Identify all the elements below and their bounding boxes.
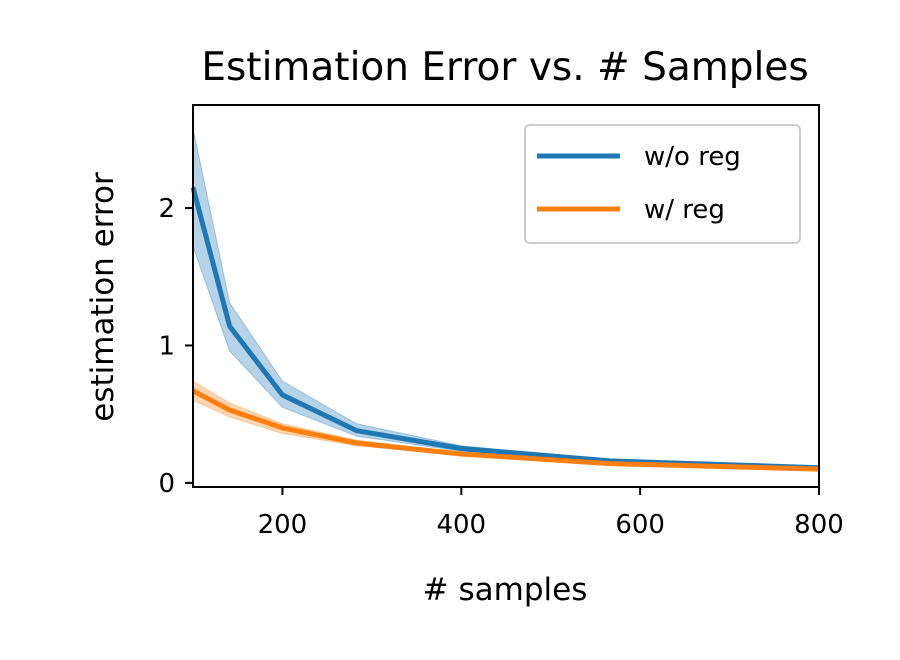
y-axis-label: estimation error bbox=[85, 172, 121, 422]
x-tick-label: 400 bbox=[436, 510, 486, 540]
x-tick-label: 600 bbox=[615, 510, 665, 540]
chart-title: Estimation Error vs. # Samples bbox=[201, 45, 808, 90]
y-tick-label: 2 bbox=[158, 194, 175, 224]
legend-label: w/ reg bbox=[644, 195, 725, 225]
x-axis-ticks: 200 400 600 800 bbox=[258, 487, 844, 540]
x-tick-label: 800 bbox=[794, 510, 844, 540]
x-tick-label: 200 bbox=[258, 510, 308, 540]
plot-frame bbox=[192, 104, 820, 488]
y-tick-label: 0 bbox=[158, 469, 175, 499]
legend-label: w/o reg bbox=[644, 142, 741, 172]
y-axis-ticks: 0 1 2 bbox=[158, 194, 193, 499]
x-axis-label: # samples bbox=[423, 572, 588, 608]
legend: w/o reg w/ reg bbox=[524, 124, 801, 244]
y-tick-label: 1 bbox=[158, 331, 175, 361]
